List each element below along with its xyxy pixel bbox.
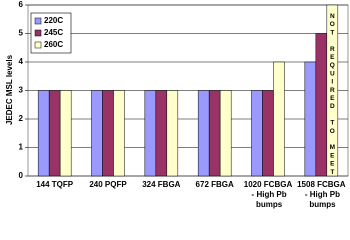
legend: 220C 245C 260C [30,12,72,54]
y-tick-label: 0 [19,171,24,180]
y-tick-label: 6 [19,0,24,9]
x-tick-label: 672 FBGA [196,180,234,189]
legend-label: 260C [44,40,63,49]
legend-label: 220C [44,16,63,25]
bar [315,33,328,177]
legend-swatch [34,17,42,25]
legend-swatch [34,41,42,49]
y-tick-label: 1 [19,143,24,152]
x-tick-label: 324 FBGA [142,180,180,189]
legend-swatch [34,29,42,37]
y-tick-label: 5 [19,29,24,38]
bar [251,90,263,177]
bar [326,4,339,177]
bar [155,90,168,177]
annotation: NOT REQUIRED TO MEET [329,13,336,177]
bar [113,90,125,177]
bar [219,90,232,177]
y-tick-label: 2 [19,114,24,123]
x-tick-label: 240 PQFP [89,180,127,189]
y-tick-label: 4 [19,57,24,66]
bar [102,90,114,177]
bar [273,61,285,177]
bar [91,90,103,177]
bar [166,90,179,177]
bar [304,61,317,177]
bar [48,90,61,177]
legend-label: 245C [44,28,63,37]
bar [37,90,50,177]
bar [208,90,221,177]
x-tick-label: 144 TQFP [36,180,74,189]
x-tick-label: 1020 FCBGA - High Pb bumps [244,180,293,209]
bar [262,90,274,177]
x-tick-label: 1508 FCBGA - High Pb bumps [297,180,346,209]
bar [144,90,157,177]
y-axis-label: JEDEC MSL levels [5,54,14,125]
bar [197,90,210,177]
bar [59,90,72,177]
y-tick-label: 3 [19,86,24,95]
